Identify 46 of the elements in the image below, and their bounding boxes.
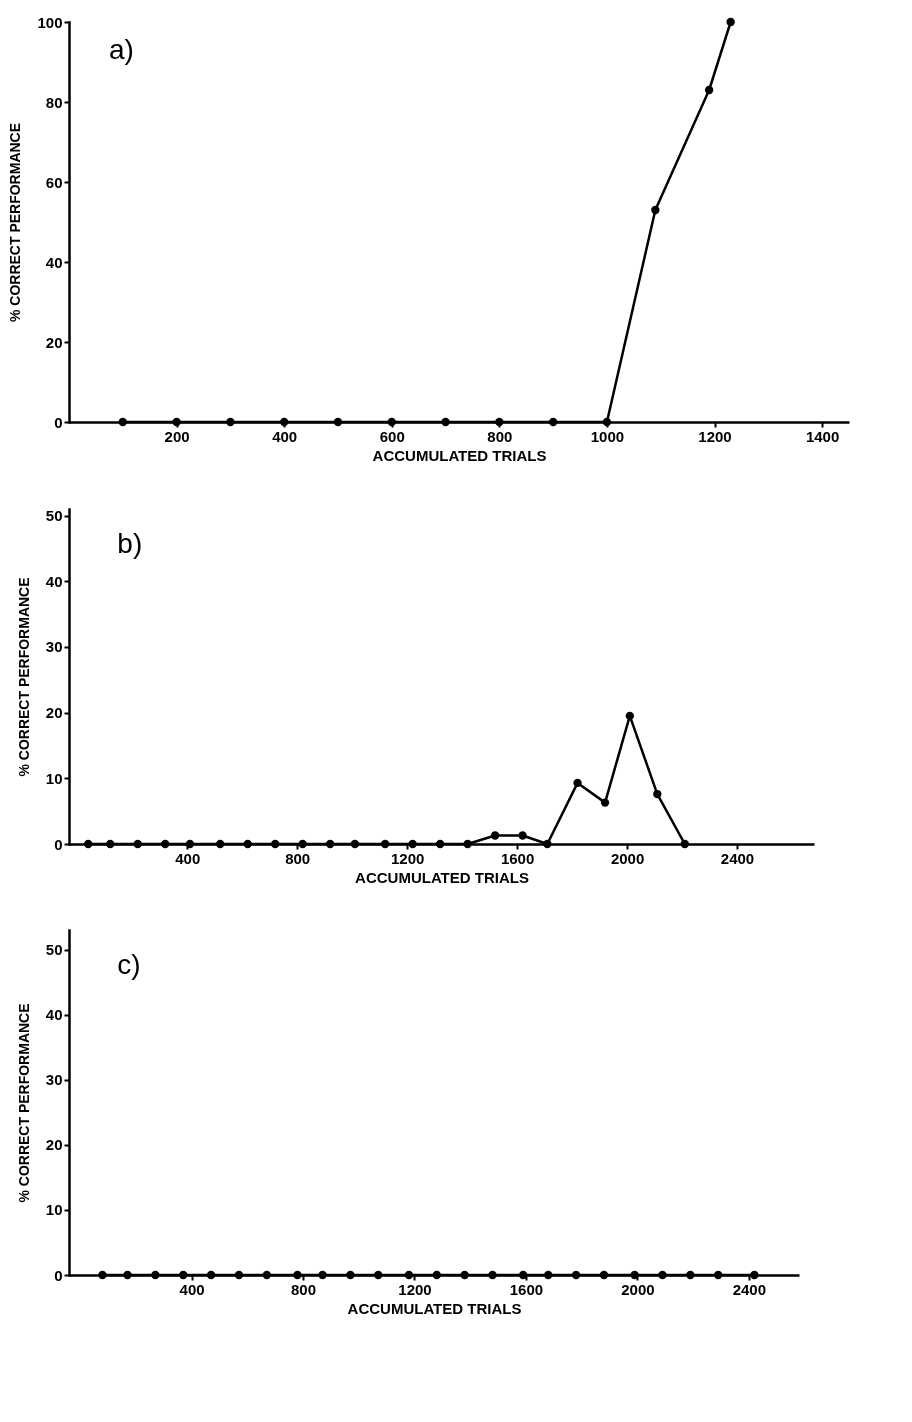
y-tick-label: 30 <box>45 638 63 656</box>
x-tick-label: 600 <box>379 427 405 445</box>
x-tick-label: 1000 <box>590 427 625 445</box>
y-tick-label: 40 <box>45 253 63 271</box>
y-axis-title: % CORRECT PERFORMANCE <box>15 577 32 777</box>
y-tick-label: 20 <box>45 333 63 351</box>
y-tick-label: 80 <box>45 93 63 111</box>
x-tick-label: 2400 <box>720 849 755 867</box>
y-tick-label: 40 <box>45 1006 63 1024</box>
x-axis-title: ACCUMULATED TRIALS <box>355 868 529 886</box>
x-tick-label: 1600 <box>500 849 535 867</box>
x-tick-label: 1600 <box>509 1280 544 1298</box>
x-axis-title: ACCUMULATED TRIALS <box>372 446 547 464</box>
y-tick-label: 50 <box>45 941 63 959</box>
y-tick-label: 10 <box>45 1201 63 1219</box>
x-tick-label: 2000 <box>610 849 645 867</box>
y-tick-label: 0 <box>54 835 63 853</box>
y-tick-label: 20 <box>45 1136 63 1154</box>
y-tick-label: 50 <box>45 507 63 525</box>
x-tick-label: 1200 <box>398 1280 432 1298</box>
x-tick-label: 800 <box>291 1280 317 1298</box>
x-tick-label: 2400 <box>732 1280 767 1298</box>
x-tick-label: 2000 <box>621 1280 655 1298</box>
x-tick-label: 1200 <box>390 849 425 867</box>
text: c) <box>117 949 141 980</box>
x-axis-title: ACCUMULATED TRIALS <box>347 1299 522 1317</box>
x-tick-label: 800 <box>285 849 311 867</box>
y-tick-label: 10 <box>45 769 63 787</box>
y-tick-label: 60 <box>45 173 63 191</box>
y-axis-title: % CORRECT PERFORMANCE <box>7 122 24 323</box>
x-tick-label: 1200 <box>698 427 732 445</box>
y-tick-label: 0 <box>54 1266 63 1284</box>
text: b) <box>117 527 143 559</box>
y-axis-title: % CORRECT PERFORMANCE <box>15 1003 32 1203</box>
x-tick-label: 800 <box>487 427 513 445</box>
y-tick-label: 0 <box>54 413 63 431</box>
x-tick-label: 400 <box>175 849 201 867</box>
x-tick-label: 400 <box>272 427 298 445</box>
chart-title: a) <box>108 34 134 65</box>
y-tick-label: 20 <box>45 704 63 722</box>
x-tick-label: 1400 <box>805 427 840 445</box>
x-tick-label: 400 <box>179 1280 205 1298</box>
x-tick-label: 200 <box>164 427 190 445</box>
y-tick-label: 30 <box>45 1071 63 1089</box>
y-tick-label: 100 <box>37 13 63 31</box>
y-tick-label: 40 <box>45 572 63 590</box>
